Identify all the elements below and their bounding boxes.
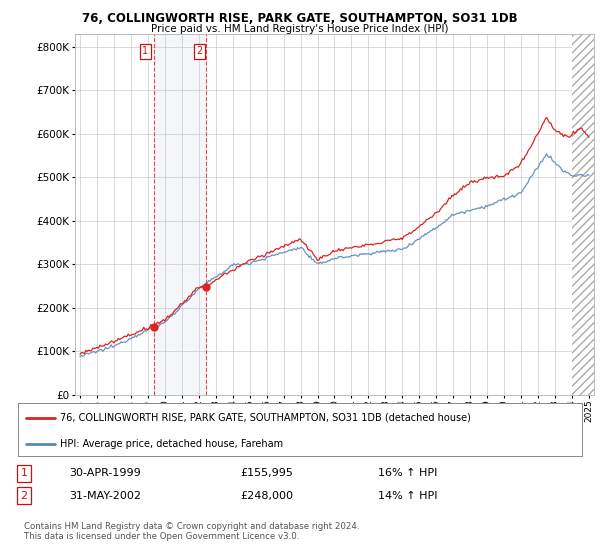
Bar (154, 34, 206, 395)
Text: Price paid vs. HM Land Registry's House Price Index (HPI): Price paid vs. HM Land Registry's House … (151, 24, 449, 34)
Text: 76, COLLINGWORTH RISE, PARK GATE, SOUTHAMPTON, SO31 1DB: 76, COLLINGWORTH RISE, PARK GATE, SOUTHA… (82, 12, 518, 25)
Text: 76, COLLINGWORTH RISE, PARK GATE, SOUTHAMPTON, SO31 1DB (detached house): 76, COLLINGWORTH RISE, PARK GATE, SOUTHA… (60, 413, 471, 423)
Text: HPI: Average price, detached house, Fareham: HPI: Average price, detached house, Fare… (60, 439, 283, 449)
Text: 2: 2 (20, 491, 28, 501)
Text: 30-APR-1999: 30-APR-1999 (69, 468, 141, 478)
Text: 14% ↑ HPI: 14% ↑ HPI (378, 491, 437, 501)
Bar (572, 34, 598, 395)
Text: 1: 1 (20, 468, 28, 478)
Text: Contains HM Land Registry data © Crown copyright and database right 2024.
This d: Contains HM Land Registry data © Crown c… (24, 522, 359, 542)
Text: 31-MAY-2002: 31-MAY-2002 (69, 491, 141, 501)
Text: £248,000: £248,000 (240, 491, 293, 501)
Text: 1: 1 (142, 46, 148, 56)
Text: 16% ↑ HPI: 16% ↑ HPI (378, 468, 437, 478)
Text: 2: 2 (196, 46, 202, 56)
Text: £155,995: £155,995 (240, 468, 293, 478)
Bar (572, 34, 598, 395)
